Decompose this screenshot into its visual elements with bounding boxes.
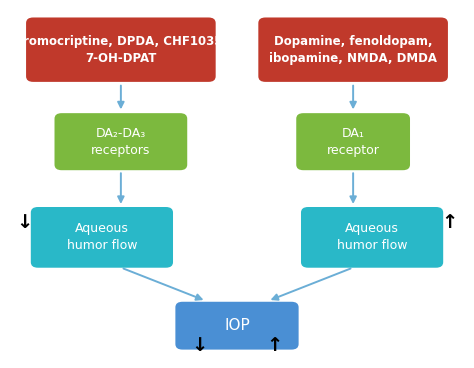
Text: Aqueous
humor flow: Aqueous humor flow xyxy=(337,222,407,252)
FancyBboxPatch shape xyxy=(296,113,410,170)
FancyBboxPatch shape xyxy=(26,18,216,82)
FancyBboxPatch shape xyxy=(31,207,173,268)
Text: Dopamine, fenoldopam,
ibopamine, NMDA, DMDA: Dopamine, fenoldopam, ibopamine, NMDA, D… xyxy=(269,35,437,65)
Text: Bromocriptine, DPDA, CHF1035,
7-OH-DPAT: Bromocriptine, DPDA, CHF1035, 7-OH-DPAT xyxy=(14,35,228,65)
FancyBboxPatch shape xyxy=(258,18,448,82)
Text: DA₁
receptor: DA₁ receptor xyxy=(327,127,380,157)
Text: ↓: ↓ xyxy=(191,336,207,355)
Text: Aqueous
humor flow: Aqueous humor flow xyxy=(67,222,137,252)
Text: ↓: ↓ xyxy=(17,213,33,232)
FancyBboxPatch shape xyxy=(55,113,187,170)
Text: ↑: ↑ xyxy=(441,213,457,232)
Text: ↑: ↑ xyxy=(267,336,283,355)
FancyBboxPatch shape xyxy=(175,302,299,350)
Text: IOP: IOP xyxy=(224,318,250,333)
FancyBboxPatch shape xyxy=(301,207,443,268)
Text: DA₂-DA₃
receptors: DA₂-DA₃ receptors xyxy=(91,127,151,157)
